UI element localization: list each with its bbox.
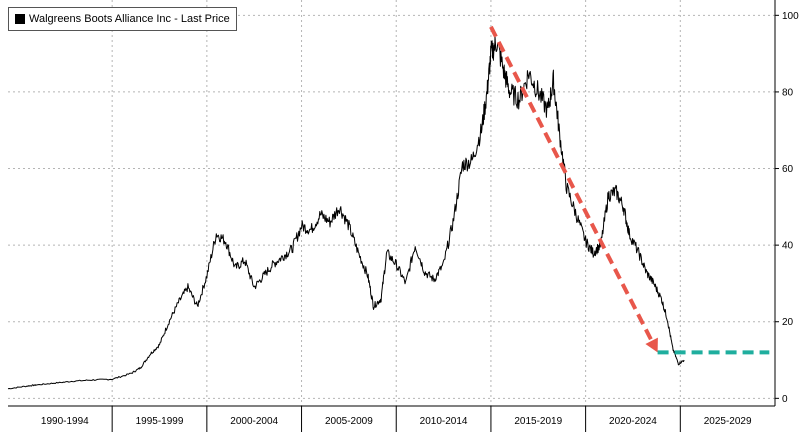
chart-legend: Walgreens Boots Alliance Inc - Last Pric…: [8, 7, 237, 31]
series-line: [7, 36, 685, 390]
annotations: [489, 25, 770, 355]
legend-label: Walgreens Boots Alliance Inc - Last Pric…: [29, 13, 230, 25]
x-tick-label: 2010-2014: [420, 416, 468, 427]
x-tick-label: 2000-2004: [230, 416, 278, 427]
axes: [8, 0, 779, 432]
grid-lines: [8, 0, 775, 406]
y-tick-label: 20: [782, 317, 794, 328]
x-tick-label: 2005-2009: [325, 416, 373, 427]
legend-swatch: [15, 14, 25, 24]
x-tick-label: 1995-1999: [136, 416, 184, 427]
x-tick-label: 2015-2019: [514, 416, 562, 427]
trend-arrow-line: [489, 25, 654, 342]
x-tick-labels: 1990-1994 1995-1999 2000-2004 2005-2009 2010…: [41, 416, 752, 427]
y-tick-label: 40: [782, 241, 794, 252]
series-layer: [7, 36, 685, 390]
y-tick-label: 60: [782, 164, 794, 175]
y-tick-label: 0: [782, 394, 788, 405]
trend-arrow-head: [645, 337, 658, 353]
x-tick-label: 1990-1994: [41, 416, 89, 427]
y-tick-label: 100: [782, 11, 799, 22]
y-tick-labels: 0 20 40 60 80 100: [782, 11, 799, 405]
x-tick-label: 2025-2029: [704, 416, 752, 427]
x-tick-label: 2020-2024: [609, 416, 657, 427]
y-tick-label: 80: [782, 87, 794, 98]
